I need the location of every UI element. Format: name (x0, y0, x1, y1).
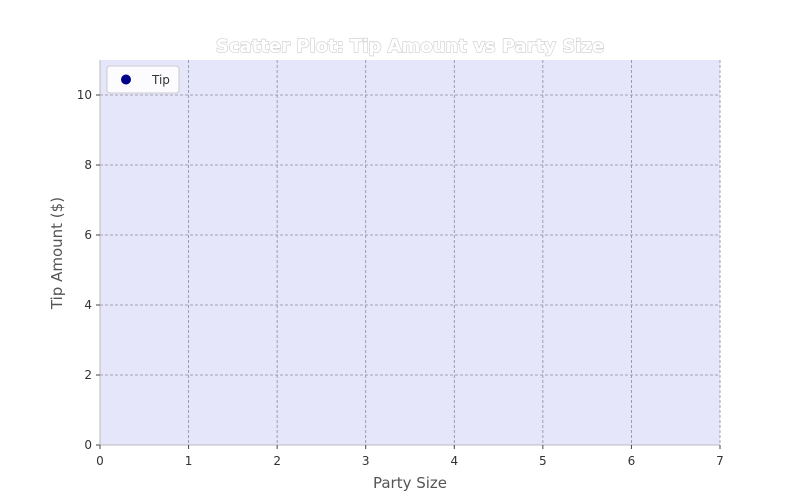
y-tick-label: 4 (84, 298, 92, 312)
x-tick-label: 1 (185, 454, 193, 468)
grid-lines (100, 60, 721, 445)
y-axis-label: Tip Amount ($) (48, 197, 66, 310)
x-tick-label: 5 (539, 454, 547, 468)
x-axis-label: Party Size (373, 474, 447, 492)
y-axis-ticks: 0 2 4 6 8 10 (77, 88, 100, 452)
legend-box (106, 65, 180, 94)
legend-marker-icon (121, 74, 131, 85)
x-tick-label: 3 (362, 454, 370, 468)
x-tick-label: 2 (273, 454, 281, 468)
legend: Tip (106, 65, 180, 94)
x-tick-label: 4 (450, 454, 458, 468)
chart-title: Scatter Plot: Tip Amount vs Party Size (216, 36, 604, 57)
y-tick-label: 6 (84, 228, 92, 242)
x-axis-ticks: 0 1 2 3 4 5 6 7 (96, 445, 724, 468)
axes (99, 60, 720, 446)
y-tick-label: 0 (84, 438, 92, 452)
x-tick-label: 6 (628, 454, 636, 468)
y-tick-label: 8 (84, 158, 92, 172)
legend-label: Tip (151, 73, 170, 87)
y-tick-label: 2 (84, 368, 92, 382)
plot-area (100, 60, 720, 445)
x-tick-label: 0 (96, 454, 104, 468)
y-tick-label: 10 (77, 88, 92, 102)
x-tick-label: 7 (716, 454, 724, 468)
